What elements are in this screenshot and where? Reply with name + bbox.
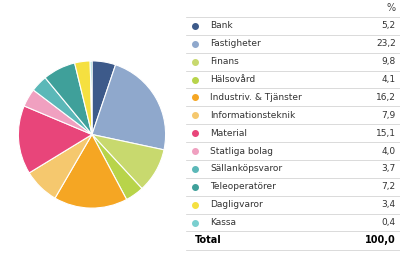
- Wedge shape: [75, 61, 92, 134]
- Text: Statliga bolag: Statliga bolag: [210, 147, 273, 155]
- Text: 23,2: 23,2: [376, 39, 396, 48]
- Text: Industriv. & Tjänster: Industriv. & Tjänster: [210, 93, 302, 102]
- Wedge shape: [18, 106, 92, 173]
- Text: Bank: Bank: [210, 22, 232, 30]
- Text: 16,2: 16,2: [376, 93, 396, 102]
- Text: Dagligvaror: Dagligvaror: [210, 200, 263, 209]
- Text: Fastigheter: Fastigheter: [210, 39, 261, 48]
- Wedge shape: [92, 134, 142, 200]
- Text: Finans: Finans: [210, 57, 239, 66]
- Text: Teleoperatörer: Teleoperatörer: [210, 182, 276, 191]
- Text: Total: Total: [195, 235, 222, 245]
- Text: Informationsteknik: Informationsteknik: [210, 111, 295, 120]
- Text: Hälsovård: Hälsovård: [210, 75, 255, 84]
- Wedge shape: [90, 61, 92, 134]
- Text: 3,7: 3,7: [382, 164, 396, 174]
- Text: 5,2: 5,2: [382, 22, 396, 30]
- Text: 3,4: 3,4: [382, 200, 396, 209]
- Text: %: %: [386, 3, 396, 13]
- Text: 15,1: 15,1: [376, 129, 396, 138]
- Wedge shape: [92, 134, 164, 189]
- Wedge shape: [29, 134, 92, 198]
- Text: 4,0: 4,0: [382, 147, 396, 155]
- Text: 7,9: 7,9: [382, 111, 396, 120]
- Text: 100,0: 100,0: [365, 235, 396, 245]
- Text: 9,8: 9,8: [382, 57, 396, 66]
- Wedge shape: [45, 63, 92, 134]
- Text: Sällanköpsvaror: Sällanköpsvaror: [210, 164, 282, 174]
- Text: Kassa: Kassa: [210, 218, 236, 227]
- Text: 4,1: 4,1: [382, 75, 396, 84]
- Text: Material: Material: [210, 129, 247, 138]
- Text: 0,4: 0,4: [382, 218, 396, 227]
- Text: 7,2: 7,2: [382, 182, 396, 191]
- Wedge shape: [92, 61, 116, 134]
- Wedge shape: [92, 65, 166, 150]
- Wedge shape: [24, 90, 92, 134]
- Wedge shape: [55, 134, 126, 208]
- Wedge shape: [33, 78, 92, 134]
